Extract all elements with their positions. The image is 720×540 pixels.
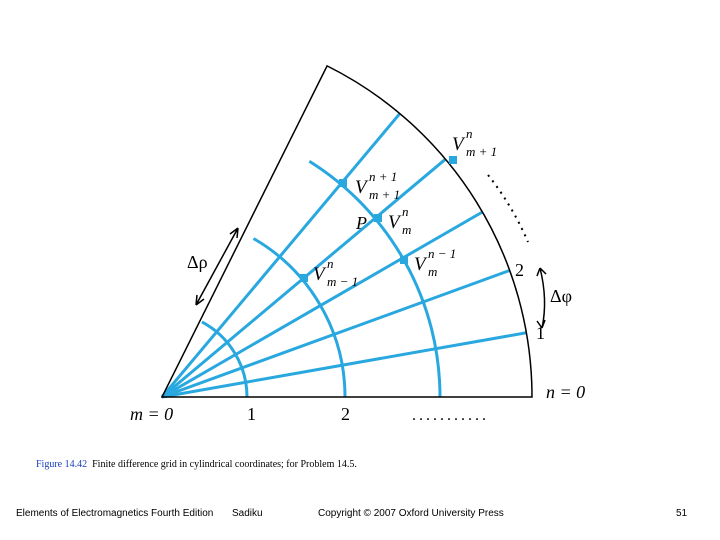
grid-diagram: m = 0 1 2 n = 0 1 2 Δρ Δφ P ........... … [130, 64, 585, 424]
footer-page: 51 [676, 508, 688, 519]
label-m1: 1 [247, 404, 256, 424]
node-symbol: V [452, 134, 466, 155]
node-sup: n + 1 [369, 169, 397, 184]
arc-line [201, 320, 249, 398]
node-sub: m + 1 [466, 144, 497, 159]
node-dot [339, 179, 347, 187]
footer-book: Elements of Electromagnetics Fourth Edit… [16, 508, 214, 519]
caption-text: Finite difference grid in cylindrical co… [92, 459, 357, 470]
label-drho: Δρ [187, 252, 208, 272]
node-sub: m [428, 264, 437, 279]
caption-number: Figure 14.42 [36, 459, 88, 470]
node-dot [400, 256, 408, 264]
node-dot [300, 274, 308, 282]
caption: Figure 14.42 Finite difference grid in c… [36, 459, 357, 470]
grid-lines [160, 64, 547, 399]
dotted-arc [487, 174, 529, 243]
node-sup: n − 1 [428, 246, 456, 261]
node-symbol: V [313, 264, 327, 285]
node-symbol: V [388, 212, 402, 233]
radial-line [161, 210, 484, 399]
dots: ........... [412, 407, 489, 424]
outer-boundary [160, 64, 533, 398]
node-symbol: V [355, 177, 369, 198]
arc-line [252, 237, 347, 398]
radial-line [160, 112, 401, 398]
label-n0: n = 0 [546, 382, 585, 402]
label-m0: m = 0 [130, 404, 173, 424]
node-sup: n [327, 256, 334, 271]
label-p: P [355, 213, 367, 233]
node-sub: m + 1 [369, 187, 400, 202]
node-dot [374, 214, 382, 222]
node-sub: m [402, 222, 411, 237]
node-sub: m − 1 [327, 274, 358, 289]
node-symbol: V [414, 254, 428, 275]
footer-author: Sadiku [232, 508, 263, 519]
radial-line [161, 331, 527, 399]
label-n2: 2 [515, 260, 524, 280]
radial-line [161, 269, 511, 399]
node-dot [449, 156, 457, 164]
node-sup: n [466, 126, 473, 141]
label-n1: 1 [536, 323, 545, 343]
footer-copyright: Copyright © 2007 Oxford University Press [318, 508, 504, 519]
node-sup: n [402, 204, 409, 219]
drho-arrow [195, 227, 239, 306]
label-m2: 2 [341, 404, 350, 424]
label-dphi: Δφ [550, 286, 572, 306]
dphi-arrow [536, 267, 547, 329]
